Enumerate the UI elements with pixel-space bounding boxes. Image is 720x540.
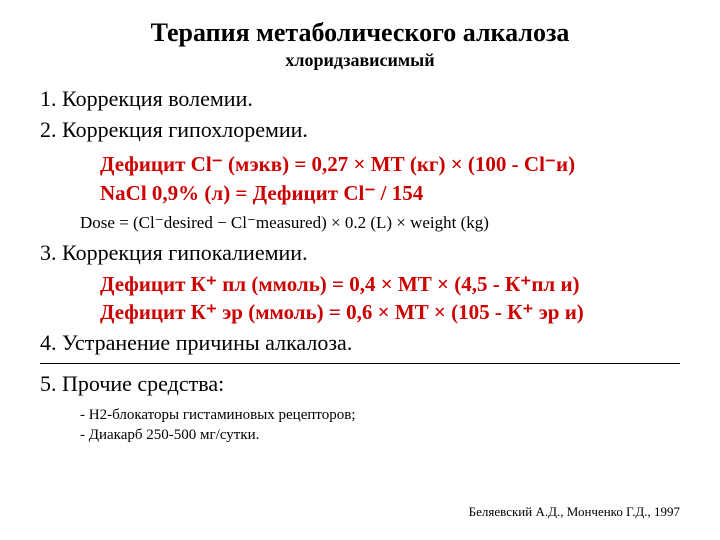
- formula-dose: Dose = (Cl⁻desired − Cl⁻measured) × 0.2 …: [80, 213, 680, 233]
- separator: [40, 363, 680, 364]
- citation: Беляевский А.Д., Монченко Г.Д., 1997: [469, 504, 680, 520]
- item-4: 4. Устранение причины алкалоза.: [40, 329, 680, 358]
- formula-k-erythrocyte: Дефицит К⁺ эр (ммоль) = 0,6 × МТ × (105 …: [100, 298, 680, 326]
- item-1: 1. Коррекция волемии.: [40, 85, 680, 114]
- item-2: 2. Коррекция гипохлоремии.: [40, 116, 680, 145]
- section-1-2: 1. Коррекция волемии. 2. Коррекция гипох…: [40, 85, 680, 144]
- slide-subtitle: хлоридзависимый: [40, 50, 680, 71]
- formula-k-plasma: Дефицит К⁺ пл (ммоль) = 0,4 × МТ × (4,5 …: [100, 270, 680, 298]
- formula-nacl: NaCl 0,9% (л) = Дефицит Cl⁻ / 154: [100, 179, 680, 207]
- slide-title: Терапия метаболического алкалоза: [40, 18, 680, 48]
- formula-cl-deficit: Дефицит Cl⁻ (мэкв) = 0,27 × МТ (кг) × (1…: [100, 150, 680, 178]
- bullet-h2-blockers: - Н2-блокаторы гистаминовых рецепторов;: [80, 405, 680, 425]
- item-5: 5. Прочие средства:: [40, 370, 680, 399]
- slide: Терапия метаболического алкалоза хлоридз…: [0, 0, 720, 540]
- bullets: - Н2-блокаторы гистаминовых рецепторов; …: [80, 405, 680, 446]
- bullet-diakarb: - Диакарб 250-500 мг/сутки.: [80, 425, 680, 445]
- item-3: 3. Коррекция гипокалиемии.: [40, 239, 680, 268]
